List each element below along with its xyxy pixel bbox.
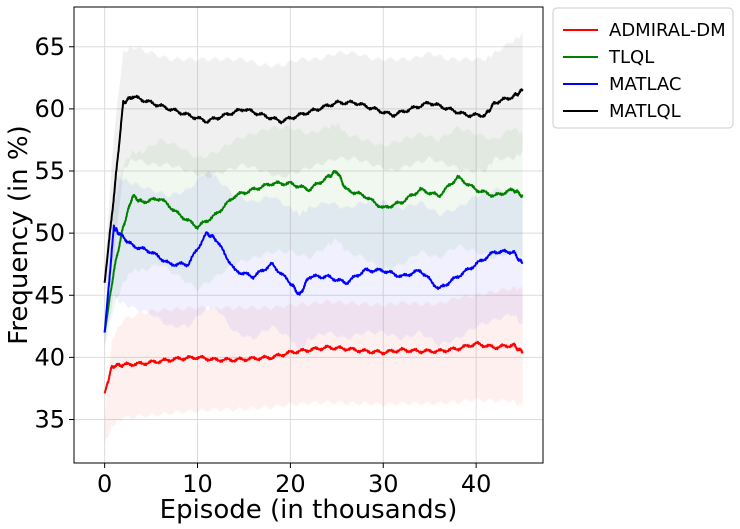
y-axis: 35 40 45 50 55 60 65 (34, 33, 74, 434)
legend-label: MATLAC (609, 74, 681, 95)
x-axis: 0 10 20 30 40 (97, 463, 491, 498)
confidence-bands (104, 32, 523, 445)
band-matlql (104, 32, 523, 293)
y-tick-label: 65 (34, 33, 65, 61)
y-tick-label: 50 (34, 219, 65, 247)
legend-box (552, 7, 734, 129)
series-line-matlac (103, 224, 524, 333)
series-line-matlql (103, 88, 524, 283)
y-tick-label: 60 (34, 95, 65, 123)
x-tick-label: 0 (97, 470, 112, 498)
x-axis-label: Episode (in thousands) (160, 495, 458, 525)
legend-label: MATLQL (609, 101, 681, 122)
band-tlql (104, 122, 523, 344)
band-matlac (104, 170, 523, 353)
plot-frame (73, 6, 544, 464)
band-admiral-dm (104, 285, 523, 445)
x-tick-label: 10 (182, 470, 213, 498)
legend-label: ADMIRAL-DM (609, 20, 726, 41)
x-tick-label: 20 (275, 470, 306, 498)
y-tick-label: 45 (34, 281, 65, 309)
y-tick-label: 40 (34, 343, 65, 371)
series-line-tlql (103, 169, 524, 333)
y-tick-label: 55 (34, 157, 65, 185)
grid (74, 7, 543, 463)
series-lines (103, 88, 524, 394)
legend: ADMIRAL-DM TLQL MATLAC MATLQL (552, 7, 734, 129)
y-tick-label: 35 (34, 406, 65, 434)
x-tick-label: 40 (461, 470, 492, 498)
x-tick-label: 30 (368, 470, 399, 498)
y-axis-label: Frequency (in %) (4, 125, 34, 345)
legend-label: TLQL (608, 47, 654, 68)
series-line-admiral-dm (103, 340, 524, 394)
